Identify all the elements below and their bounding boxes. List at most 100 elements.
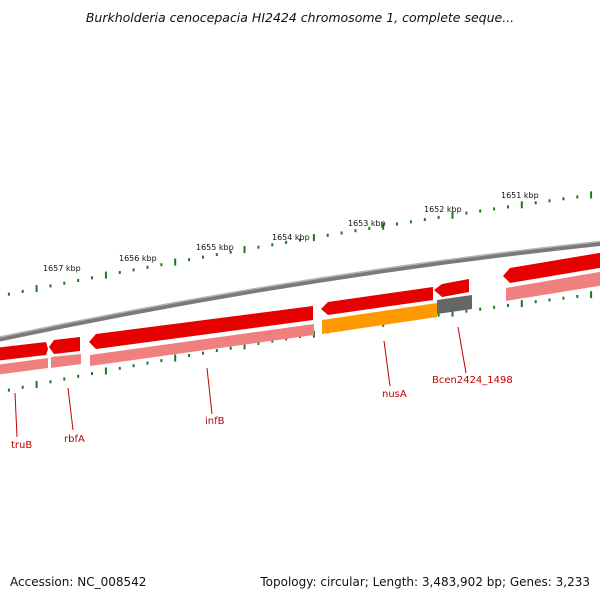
- gene-nusA[interactable]: [321, 287, 433, 315]
- scale-tick: [548, 199, 551, 203]
- accession-text: Accession: NC_008542: [10, 575, 147, 589]
- gene-label-rbfA[interactable]: rbfA: [64, 434, 85, 445]
- scale-tick: [7, 388, 10, 392]
- scale-tick: [91, 372, 93, 376]
- scale-tick: [507, 205, 509, 209]
- scale-tick: [146, 265, 149, 269]
- scale-tick: [104, 367, 107, 375]
- scale-tick: [146, 361, 149, 365]
- gene-next[interactable]: [503, 252, 600, 283]
- cds-infB[interactable]: [90, 324, 314, 366]
- scale-tick: [257, 341, 260, 345]
- scale-tick: [382, 222, 385, 230]
- scale-tick: [132, 268, 135, 272]
- scale-label: 1655 kbp: [196, 243, 234, 252]
- scale-tick: [49, 380, 52, 384]
- scale-tick: [534, 201, 537, 205]
- scale-tick: [215, 253, 218, 257]
- cds-nusA[interactable]: [322, 303, 437, 334]
- scale-tick: [202, 351, 204, 355]
- gene-labels: truB rbfA infB nusA Bcen2424_1498: [11, 375, 513, 451]
- scale-label: 1652 kbp: [424, 205, 462, 214]
- scale-tick: [479, 209, 482, 213]
- scale-tick: [21, 289, 24, 293]
- scale-tick: [174, 354, 177, 362]
- scale-tick: [590, 291, 593, 299]
- scale-tick: [493, 305, 496, 309]
- scale-tick: [437, 215, 440, 219]
- scale-tick: [423, 218, 426, 222]
- scale-tick: [229, 346, 232, 350]
- gene-label-truB[interactable]: truB: [11, 440, 32, 451]
- gene-infB[interactable]: [89, 306, 313, 349]
- scale-tick: [479, 307, 482, 311]
- scale-tick: [49, 284, 52, 288]
- scale-tick: [451, 211, 454, 219]
- scale-tick: [465, 211, 468, 215]
- scale-tick: [63, 377, 66, 381]
- scale-tick: [202, 255, 204, 259]
- gene-truB[interactable]: [0, 342, 48, 361]
- scale-tick: [118, 366, 121, 370]
- gene-label-nusA[interactable]: nusA: [382, 389, 407, 400]
- scale-tick: [35, 285, 38, 293]
- scale-tick: [368, 226, 371, 230]
- scale-tick: [160, 359, 163, 363]
- scale-label: 1653 kbp: [348, 219, 386, 228]
- scale-tick: [215, 349, 218, 353]
- cds-Bcen2424_1498[interactable]: [437, 295, 472, 314]
- scale-tick: [451, 309, 454, 317]
- scale-tick: [229, 250, 232, 254]
- scale-tick: [188, 258, 191, 262]
- scale-tick: [507, 303, 509, 307]
- scale-label: 1651 kbp: [501, 191, 539, 200]
- chromosome-backbone: [0, 241, 600, 342]
- scale-tick: [243, 246, 246, 254]
- scale-tick: [104, 271, 107, 279]
- genome-summary-text: Topology: circular; Length: 3,483,902 bp…: [260, 575, 590, 589]
- scale-tick: [576, 195, 579, 199]
- scale-tick: [7, 292, 10, 296]
- scale-tick: [354, 229, 357, 233]
- scale-tick: [465, 309, 468, 313]
- cds-rbfA[interactable]: [51, 354, 81, 368]
- scale-tick: [271, 339, 274, 343]
- scale-tick: [396, 222, 398, 226]
- gene-leader-lines: [14, 326, 467, 438]
- scale-tick: [21, 385, 24, 389]
- scale-tick: [493, 207, 496, 211]
- gene-rbfA[interactable]: [49, 337, 80, 354]
- cds-truB[interactable]: [0, 358, 48, 375]
- scale-label: 1654 kbp: [272, 233, 310, 242]
- scale-tick: [174, 258, 177, 266]
- page-title: Burkholderia cenocepacia HI2424 chromoso…: [85, 10, 515, 25]
- scale-tick: [409, 220, 412, 224]
- gene-label-infB[interactable]: infB: [205, 416, 225, 427]
- gene-label-Bcen2424_1498[interactable]: Bcen2424_1498: [432, 375, 513, 386]
- scale-tick: [243, 342, 246, 350]
- scale-tick: [562, 296, 565, 300]
- scale-tick: [91, 276, 93, 280]
- scale-tick: [160, 263, 163, 267]
- scale-tick: [132, 364, 135, 368]
- scale-tick: [188, 354, 191, 357]
- scale-tick: [312, 234, 315, 242]
- scale-label: 1656 kbp: [119, 254, 157, 263]
- gene-features: [0, 252, 600, 375]
- scale-tick: [257, 245, 260, 249]
- scale-tick: [118, 271, 121, 274]
- scale-tick: [77, 279, 80, 282]
- scale-tick: [548, 298, 551, 302]
- scale-label: 1657 kbp: [43, 264, 81, 273]
- scale-tick: [562, 197, 565, 201]
- gene-Bcen2424_1498[interactable]: [434, 279, 469, 297]
- scale-tick: [299, 238, 301, 242]
- scale-tick: [77, 374, 80, 378]
- scale-tick: [326, 233, 329, 237]
- cds-next[interactable]: [506, 271, 600, 301]
- scale-tick: [534, 300, 537, 304]
- scale-labels: 1657 kbp 1656 kbp 1655 kbp 1654 kbp 1653 kbp…: [43, 191, 539, 273]
- scale-tick: [35, 381, 38, 388]
